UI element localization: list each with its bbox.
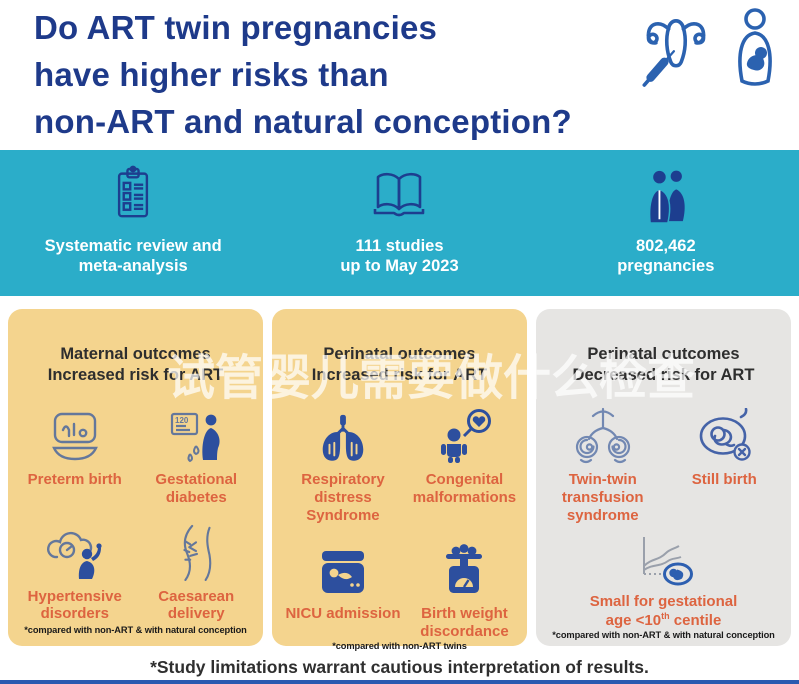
glucose-monitor-pregnant-icon: 120 bbox=[166, 406, 226, 464]
outcome-hypertensive-disorders: Hypertensive disorders bbox=[14, 523, 136, 623]
outcome-label: Respiratory distress Syndrome bbox=[301, 471, 385, 524]
abdomen-incision-icon bbox=[169, 523, 223, 581]
page-title: Do ART twin pregnancies have higher risks… bbox=[34, 9, 572, 141]
stat-systematic-review: Systematic review and meta-analysis bbox=[0, 150, 266, 296]
card-footnote: *compared with non-ART & with natural co… bbox=[552, 629, 775, 640]
study-limitations-note: *Study limitations warrant cautious inte… bbox=[150, 657, 649, 677]
stat-pregnancies: 802,462 pregnancies bbox=[533, 150, 799, 296]
outcome-label: Caesarean delivery bbox=[158, 587, 235, 623]
stat-label: Systematic review and meta-analysis bbox=[44, 237, 222, 275]
outcome-twin-twin-transfusion: Twin-twin transfusion syndrome bbox=[542, 406, 664, 524]
outcome-birth-weight-discordance: Birth weight discordance bbox=[408, 540, 521, 640]
card-footnote: *compared with non-ART & with natural co… bbox=[24, 625, 247, 635]
outcome-label: Birth weight discordance bbox=[420, 605, 509, 640]
incubator-bassinet-icon bbox=[44, 406, 106, 464]
outcome-grid: Twin-twin transfusion syndrome bbox=[542, 406, 785, 524]
card-perinatal-increased: Perinatal outcomes Increased risk for ART bbox=[272, 309, 527, 651]
card-title: Perinatal outcomes Increased risk for ART bbox=[311, 345, 488, 385]
card-maternal-increased: Maternal outcomes Increased risk for ART bbox=[8, 309, 263, 646]
outcome-still-birth: Still birth bbox=[664, 406, 786, 524]
outcome-caesarean-delivery: Caesarean delivery bbox=[136, 523, 258, 623]
header: Do ART twin pregnancies have higher risks… bbox=[0, 0, 799, 150]
card-perinatal-decreased: Perinatal outcomes Decreased risk for ART bbox=[536, 309, 791, 646]
mother-baby-icon bbox=[727, 4, 783, 90]
stat-studies: 111 studies up to May 2023 bbox=[266, 150, 532, 296]
card-title: Maternal outcomes Increased risk for ART bbox=[47, 345, 224, 385]
svg-text:120: 120 bbox=[175, 416, 189, 425]
pregnant-couple-icon bbox=[639, 165, 693, 223]
outcome-small-for-gestational-age: Small for gestational age <10th centile bbox=[542, 528, 785, 629]
blood-pressure-pregnant-icon bbox=[44, 523, 106, 581]
card-footnote: *compared with non-ART twins bbox=[332, 640, 467, 651]
stat-label: 111 studies up to May 2023 bbox=[340, 237, 459, 275]
outcome-gestational-diabetes: 120 Gestational diabetes bbox=[136, 406, 258, 506]
lungs-icon bbox=[315, 406, 371, 464]
fetus-cross-icon bbox=[693, 406, 755, 464]
outcome-grid: Preterm birth 120 bbox=[14, 406, 257, 623]
header-icons bbox=[639, 4, 783, 90]
bottom-accent-bar bbox=[0, 680, 799, 684]
stats-band: Systematic review and meta-analysis 111 s… bbox=[0, 150, 799, 296]
growth-chart-fetus-icon bbox=[631, 528, 697, 586]
outcome-label: Hypertensive disorders bbox=[27, 587, 122, 623]
outcome-label: Congenital malformations bbox=[412, 471, 517, 506]
nicu-incubator-icon bbox=[314, 540, 372, 598]
outcome-nicu-admission: NICU admission bbox=[278, 540, 408, 640]
weighing-scale-icon bbox=[437, 540, 491, 598]
outcome-preterm-birth: Preterm birth bbox=[14, 406, 136, 506]
outcome-label: Still birth bbox=[691, 471, 757, 489]
baby-magnifier-heart-icon bbox=[434, 406, 494, 464]
card-title: Perinatal outcomes Decreased risk for ART bbox=[572, 345, 755, 385]
twin-fetuses-connected-icon bbox=[571, 406, 635, 464]
outcome-label: Gestational diabetes bbox=[155, 471, 238, 506]
outcome-cards: Maternal outcomes Increased risk for ART bbox=[0, 296, 799, 651]
stat-label: 802,462 pregnancies bbox=[617, 237, 715, 275]
checklist-clipboard-icon bbox=[108, 165, 158, 223]
outcome-grid: Respiratory distress Syndrome bbox=[278, 406, 521, 640]
outcome-label: Preterm birth bbox=[27, 471, 122, 489]
outcome-label: Twin-twin transfusion syndrome bbox=[561, 471, 644, 524]
outcome-label: NICU admission bbox=[285, 605, 401, 623]
ivf-uterus-syringe-icon bbox=[639, 4, 713, 90]
outcome-respiratory-distress: Respiratory distress Syndrome bbox=[278, 406, 408, 524]
outcome-congenital-malformations: Congenital malformations bbox=[408, 406, 521, 524]
open-book-icon bbox=[370, 165, 428, 223]
outcome-label: Small for gestational age <10th centile bbox=[589, 593, 738, 629]
